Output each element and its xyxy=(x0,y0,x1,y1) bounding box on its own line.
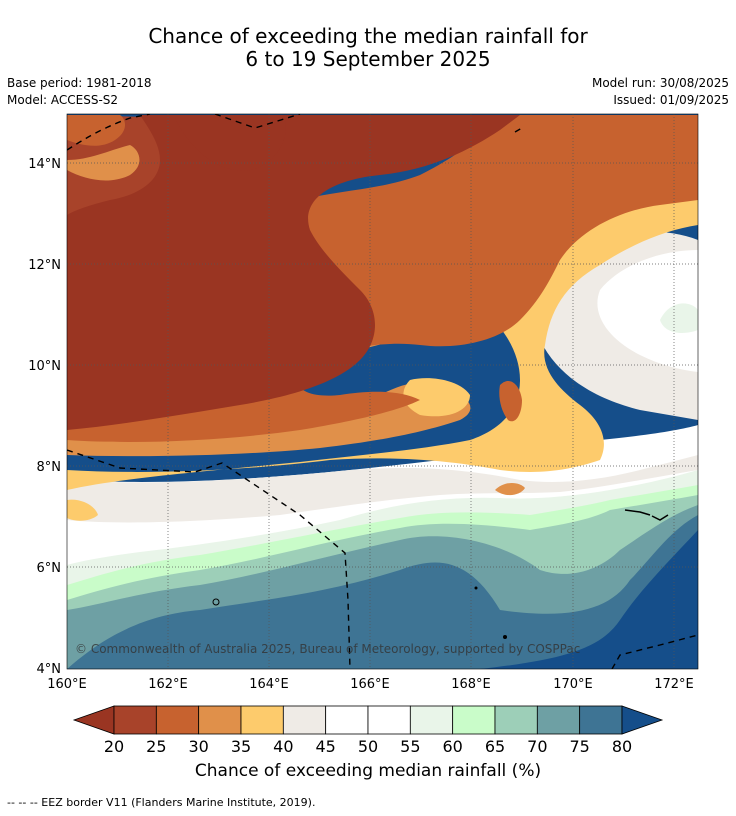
contour-45-55-east xyxy=(597,250,698,372)
colorbar-over-arrow xyxy=(621,705,664,735)
model-name: Model: ACCESS-S2 xyxy=(7,93,119,107)
contour-under-20 xyxy=(67,115,520,430)
lat-label: 8°N xyxy=(37,460,62,475)
colorbar-swatch xyxy=(409,705,454,735)
graticule xyxy=(67,114,698,669)
model-run: Model run: 30/08/2025 xyxy=(591,76,729,90)
eez-border xyxy=(67,114,698,669)
map-title-line2: 6 to 19 September 2025 xyxy=(245,47,491,71)
map-plot-area: © Commonwealth of Australia 2025, Bureau… xyxy=(67,114,698,669)
colorbar-tick-label: 20 xyxy=(104,737,124,756)
colorbar-under-arrow xyxy=(72,705,115,735)
colorbar-swatch xyxy=(579,705,623,735)
island-chain xyxy=(624,509,669,521)
lat-label: 10°N xyxy=(28,359,61,374)
lon-label: 164°E xyxy=(249,677,289,692)
colorbar-swatch xyxy=(367,705,411,735)
colorbar-title: Chance of exceeding median rainfall (%) xyxy=(194,761,542,781)
colorbar-tick-label: 35 xyxy=(231,737,251,756)
meta-left: Base period: 1981-2018 Model: ACCESS-S2 xyxy=(7,75,152,109)
lon-axis: 160°E 162°E 164°E 166°E 168°E 170°E 172°… xyxy=(47,677,694,692)
colorbar-tick-label: 80 xyxy=(612,737,632,756)
contour-35-40-center xyxy=(403,378,470,417)
lat-label: 12°N xyxy=(28,258,61,273)
colorbar-swatch xyxy=(282,705,327,735)
lat-label: 4°N xyxy=(37,662,62,677)
legend-footer: -- -- -- EEZ border V11 (Flanders Marine… xyxy=(7,796,316,809)
colorbar-tick-label: 30 xyxy=(188,737,208,756)
lat-axis: 14°N 12°N 10°N 8°N 6°N 4°N xyxy=(28,157,61,677)
island xyxy=(474,586,478,590)
contour-25-30-spot xyxy=(499,380,522,422)
lat-label: 6°N xyxy=(37,561,62,576)
contour-under-20-north xyxy=(175,118,286,171)
colorbar-tick-label: 70 xyxy=(527,737,547,756)
issued-date: Issued: 01/09/2025 xyxy=(613,93,729,107)
colorbar-tick-label: 65 xyxy=(485,737,505,756)
colorbar-swatch xyxy=(155,705,200,735)
contour-35-40-west xyxy=(67,499,98,521)
colorbar-tick-label: 75 xyxy=(569,737,589,756)
colorbar-tick-label: 60 xyxy=(442,737,462,756)
meta-right: Model run: 30/08/2025 Issued: 01/09/2025 xyxy=(592,75,729,109)
colorbar-tick-label: 50 xyxy=(358,737,378,756)
copyright-text: © Commonwealth of Australia 2025, Bureau… xyxy=(75,642,580,656)
colorbar-swatch xyxy=(452,705,496,735)
colorbar-swatch xyxy=(198,705,242,735)
island xyxy=(212,598,220,606)
lon-label: 170°E xyxy=(553,677,593,692)
lon-label: 166°E xyxy=(350,677,390,692)
colorbar-tick-label: 40 xyxy=(273,737,293,756)
island xyxy=(503,635,507,639)
colorbar-swatch xyxy=(494,705,538,735)
colorbar-swatch xyxy=(113,705,157,735)
contour-25-30-nw xyxy=(67,115,125,146)
base-period: Base period: 1981-2018 xyxy=(7,76,152,90)
lat-label: 14°N xyxy=(28,157,61,172)
colorbar-swatch xyxy=(536,705,581,735)
colorbar-tick-label: 45 xyxy=(315,737,335,756)
colorbar-swatch xyxy=(240,705,284,735)
colorbar-tick-label: 25 xyxy=(146,737,166,756)
colorbar: 20 25 30 35 40 45 50 55 60 65 70 75 80 xyxy=(72,705,664,756)
contour-55-60-east xyxy=(660,303,698,333)
lon-label: 160°E xyxy=(47,677,87,692)
map-frame xyxy=(66,113,699,670)
map-title-line1: Chance of exceeding the median rainfall … xyxy=(148,24,588,48)
lon-label: 168°E xyxy=(451,677,491,692)
lon-label: 172°E xyxy=(654,677,694,692)
colorbar-tick-label: 55 xyxy=(400,737,420,756)
lon-label: 162°E xyxy=(148,677,188,692)
contour-30-35-spot xyxy=(495,483,525,496)
colorbar-swatch xyxy=(325,705,369,735)
